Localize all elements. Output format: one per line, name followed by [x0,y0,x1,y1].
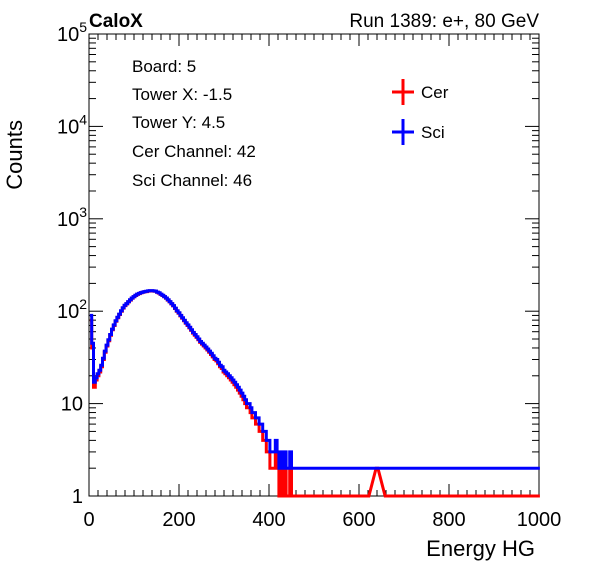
x-tick-label: 400 [252,509,285,531]
info-line-tower-x: Tower X: -1.5 [132,85,232,104]
legend-marker-cer [392,79,414,105]
y-tick-label: 1 [72,486,83,508]
x-tick-label: 800 [432,509,465,531]
header-right-label: Run 1389: e+, 80 GeV [349,11,539,32]
x-tick-label: 0 [83,509,94,531]
info-line-board: Board: 5 [132,57,196,76]
info-line-cer-channel: Cer Channel: 42 [132,142,256,161]
x-axis-ticks: 0 200 400 600 800 1000 [83,34,561,531]
y-tick-label: 103 [57,204,87,231]
info-line-sci-channel: Sci Channel: 46 [132,171,252,190]
y-axis-label: Counts [2,120,27,190]
legend-marker-sci [392,119,414,145]
info-line-tower-y: Tower Y: 4.5 [132,113,225,132]
header-left-label: CaloX [89,11,143,32]
x-tick-label: 1000 [517,509,562,531]
y-tick-label: 104 [57,111,87,138]
x-tick-label: 600 [342,509,375,531]
y-tick-label: 10 [61,394,83,416]
series-line-sci [89,289,540,470]
series-line-cer [89,289,540,498]
x-tick-label: 200 [162,509,195,531]
info-box: Board: 5 Tower X: -1.5 Tower Y: 4.5 Cer … [132,57,256,190]
legend-label-sci: Sci [421,123,445,142]
x-axis-label: Energy HG [426,536,535,561]
y-tick-label: 105 [57,19,87,46]
legend: Cer Sci [392,79,449,145]
series-layer [89,289,540,498]
legend-label-cer: Cer [421,83,449,102]
y-axis-ticks: 1 10 102 103 104 105 [57,19,539,508]
y-tick-label: 102 [57,296,87,323]
